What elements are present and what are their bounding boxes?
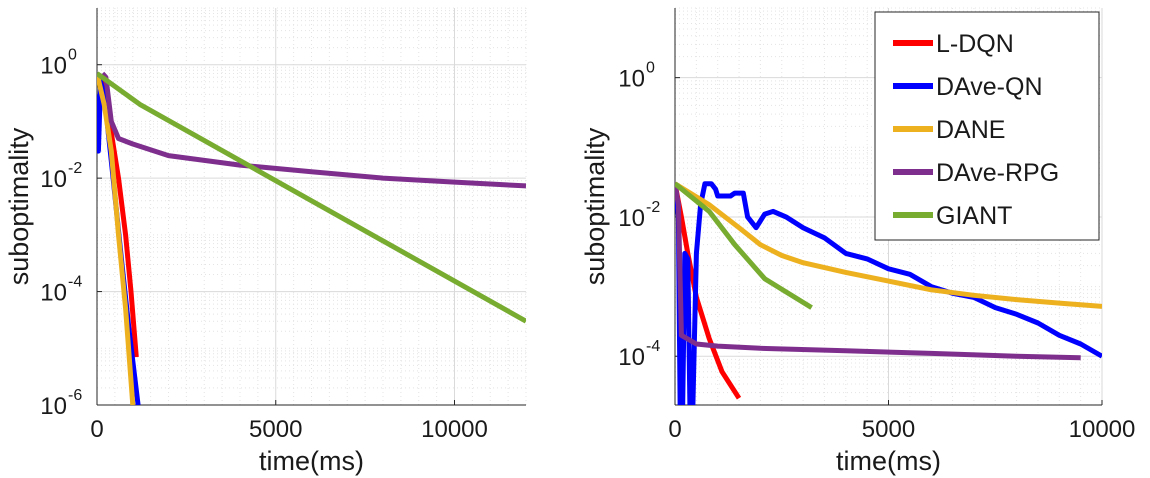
y-axis-label: suboptimality <box>4 127 34 285</box>
legend-label: DANE <box>936 116 1005 144</box>
legend-label: DAve-RPG <box>936 159 1059 187</box>
series-line-4 <box>675 181 813 310</box>
legend-label: GIANT <box>936 202 1012 230</box>
x-axis-label: time(ms) <box>259 446 364 476</box>
grid <box>96 7 527 406</box>
y-tick-label: 10 <box>40 393 67 420</box>
series-line-3 <box>100 71 526 189</box>
y-tick-exponent: 0 <box>646 60 655 77</box>
legend-label: DAve-QN <box>936 73 1043 101</box>
y-tick-label: 10 <box>618 344 645 371</box>
y-tick-label: 10 <box>618 66 645 93</box>
x-tick-label: 5000 <box>862 416 915 443</box>
x-axis-label: time(ms) <box>836 446 941 476</box>
y-tick-exponent: -2 <box>646 199 660 216</box>
y-tick-label: 10 <box>40 53 67 80</box>
series-line-2 <box>97 72 136 405</box>
x-tick-label: 10000 <box>1069 416 1136 443</box>
y-tick-label: 10 <box>618 205 645 232</box>
x-tick-label: 0 <box>90 416 103 443</box>
y-tick-exponent: -2 <box>68 160 82 177</box>
series-line-4 <box>97 71 526 324</box>
series-group <box>675 181 1102 405</box>
y-tick-label: 10 <box>40 280 67 307</box>
y-tick-exponent: -4 <box>68 274 82 291</box>
y-tick-exponent: -4 <box>646 338 660 355</box>
series-line-2 <box>675 181 1102 309</box>
legend-label: L-DQN <box>936 30 1014 58</box>
y-tick-exponent: -6 <box>68 387 82 404</box>
y-tick-exponent: 0 <box>68 47 77 64</box>
series-line-3 <box>675 183 1081 361</box>
x-tick-label: 10000 <box>421 416 488 443</box>
x-tick-label: 5000 <box>249 416 302 443</box>
x-tick-label: 0 <box>668 416 681 443</box>
y-tick-label: 10 <box>40 166 67 193</box>
y-axis-label: suboptimality <box>580 127 610 285</box>
series-group <box>97 71 526 405</box>
legend: L-DQN DAve-QN DANE DAve-RPG GIANT <box>874 11 1100 241</box>
